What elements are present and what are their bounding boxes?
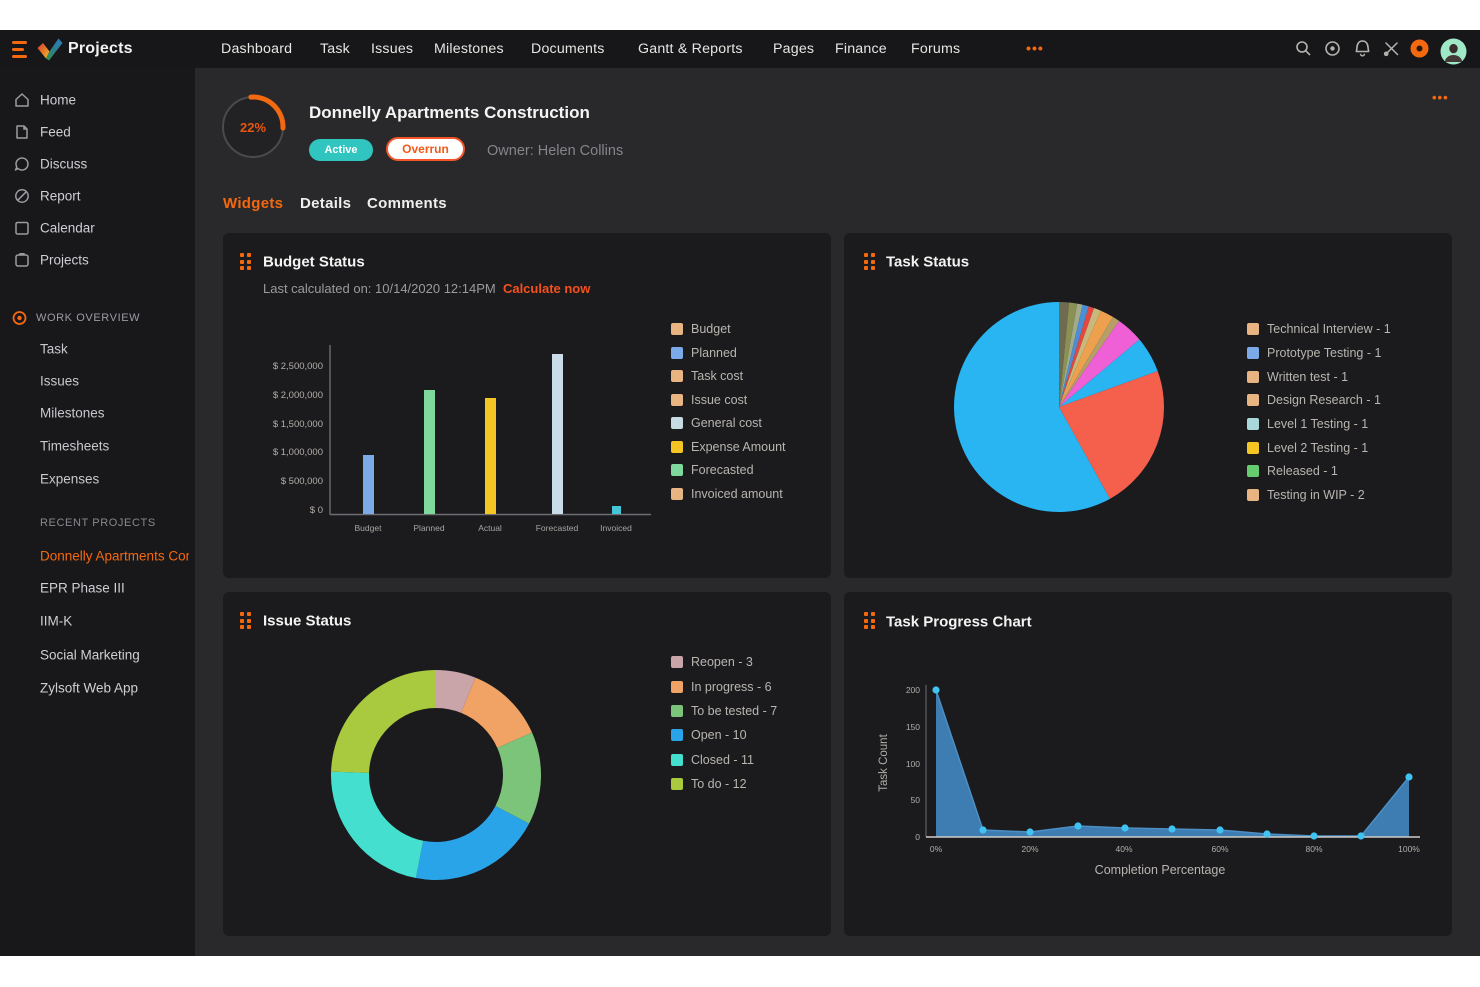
- svg-text:100: 100: [906, 759, 920, 769]
- svg-text:80%: 80%: [1305, 844, 1322, 854]
- svg-text:50: 50: [911, 795, 921, 805]
- svg-text:60%: 60%: [1211, 844, 1228, 854]
- svg-text:$ 1,500,000: $ 1,500,000: [273, 419, 323, 430]
- svg-text:$ 2,500,000: $ 2,500,000: [273, 361, 323, 372]
- svg-text:20%: 20%: [1021, 844, 1038, 854]
- svg-text:Budget: Budget: [355, 523, 383, 533]
- svg-text:Forecasted: Forecasted: [536, 523, 579, 533]
- svg-text:0%: 0%: [930, 844, 943, 854]
- svg-text:150: 150: [906, 722, 920, 732]
- svg-text:$ 0: $ 0: [310, 505, 323, 516]
- svg-text:0: 0: [915, 832, 920, 842]
- svg-text:40%: 40%: [1115, 844, 1132, 854]
- svg-text:Invoiced: Invoiced: [600, 523, 632, 533]
- svg-text:$ 500,000: $ 500,000: [281, 476, 323, 487]
- svg-text:$ 1,000,000: $ 1,000,000: [273, 447, 323, 458]
- svg-text:Task Count: Task Count: [878, 733, 890, 791]
- svg-text:Actual: Actual: [478, 523, 502, 533]
- svg-text:$ 2,000,000: $ 2,000,000: [273, 390, 323, 401]
- svg-text:200: 200: [906, 685, 920, 695]
- svg-text:22%: 22%: [240, 120, 266, 135]
- svg-text:100%: 100%: [1398, 844, 1420, 854]
- svg-text:Planned: Planned: [413, 523, 444, 533]
- svg-text:Completion Percentage: Completion Percentage: [1095, 863, 1226, 877]
